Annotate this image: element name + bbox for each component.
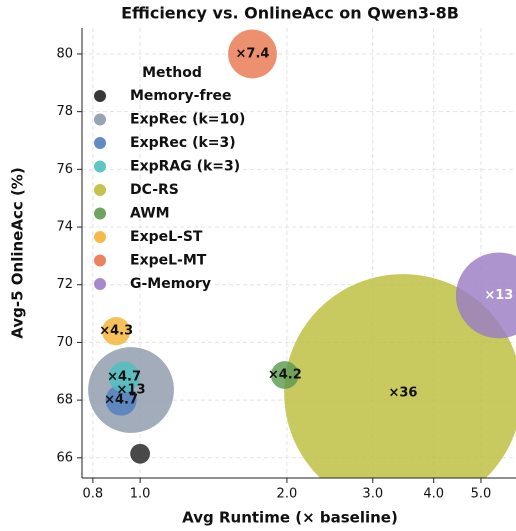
chart-title: Efficiency vs. OnlineAcc on Qwen3-8B	[121, 4, 459, 23]
bubble	[270, 361, 299, 389]
bubble	[105, 384, 137, 416]
bubble-label: ×4.7	[107, 370, 141, 385]
x-tick-label: 4.0	[423, 487, 444, 502]
x-tick-label: 5.0	[471, 487, 492, 502]
bubble	[228, 29, 277, 79]
bubble-label: ×13	[117, 383, 146, 398]
y-tick-label: 68	[56, 393, 73, 408]
y-tick-label: 74	[56, 220, 73, 235]
legend: Method Memory-free ExpRec (k=10) ExpRec (k…	[94, 65, 245, 292]
bubble	[455, 252, 516, 339]
legend-label: ExpRec (k=3)	[130, 135, 236, 151]
legend-label: ExpRec (k=10)	[130, 112, 245, 128]
bubble-label: ×7.4	[236, 46, 270, 61]
legend-label: Memory-free	[130, 88, 231, 104]
legend-marker	[94, 137, 106, 149]
legend-label: ExpRAG (k=3)	[130, 159, 240, 175]
x-tick-label: 2.0	[277, 487, 298, 502]
bubble-label: ×36	[388, 385, 417, 400]
legend-title: Method	[142, 65, 202, 81]
x-tick-label: 0.8	[83, 487, 104, 502]
legend-label: ExpeL-MT	[130, 253, 207, 269]
y-tick-label: 72	[56, 277, 73, 292]
bubble-label: ×4.3	[99, 324, 133, 339]
legend-label: G-Memory	[130, 276, 211, 292]
y-tick-label: 76	[56, 162, 73, 177]
bubble-label: ×4.7	[104, 393, 138, 408]
legend-label: ExpeL-ST	[130, 229, 203, 245]
legend-marker	[94, 254, 106, 267]
bubble-label: ×4.2	[268, 368, 302, 383]
legend-label: AWM	[130, 206, 170, 222]
y-axis-label: Avg-5 OnlineAcc (%)	[9, 167, 27, 338]
bubble	[130, 443, 151, 464]
bubble	[101, 316, 131, 346]
x-tick-label: 1.0	[130, 487, 151, 502]
x-axis-label: Avg Runtime (× baseline)	[182, 509, 398, 527]
legend-marker	[94, 113, 106, 126]
y-tick-label: 66	[56, 450, 73, 465]
legend-marker	[94, 160, 106, 173]
legend-marker	[94, 278, 106, 290]
y-tick-label: 78	[56, 104, 73, 119]
axes: 66 68 70 72 74 76 78 80 0.8 1.0 2.0 3.0 4.0 5.0	[56, 28, 516, 502]
bubble	[284, 274, 516, 478]
legend-label: DC-RS	[130, 182, 179, 198]
bubble	[108, 361, 140, 393]
legend-marker	[94, 184, 106, 196]
y-tick-label: 80	[56, 46, 73, 61]
bubble-label: ×13	[484, 288, 513, 303]
y-tick-label: 70	[56, 335, 73, 350]
legend-marker	[94, 207, 106, 220]
legend-marker	[94, 231, 106, 243]
legend-marker	[94, 90, 106, 102]
x-tick-label: 3.0	[362, 487, 383, 502]
plot-area: ×13×4.7×4.7×36×4.2×4.3×7.4×13	[88, 29, 516, 478]
